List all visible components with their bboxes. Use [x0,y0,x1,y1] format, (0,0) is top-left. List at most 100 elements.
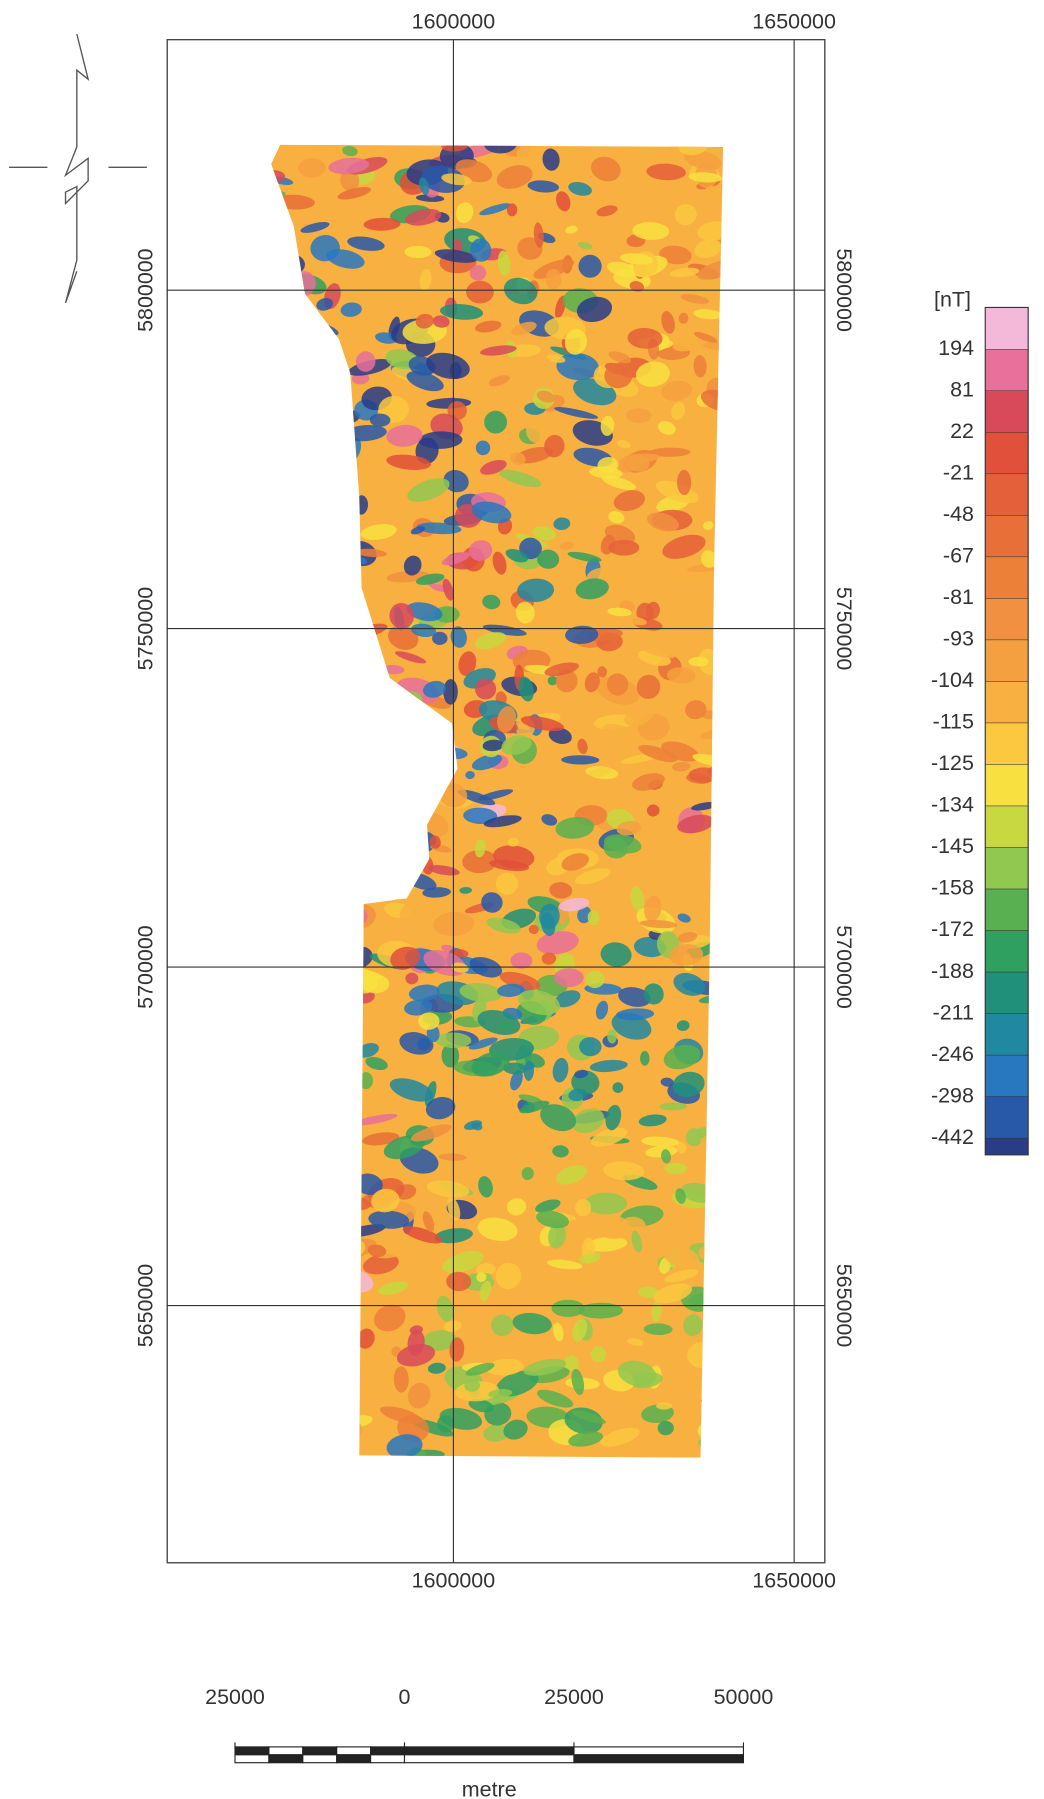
anomaly-blob [315,559,352,581]
legend-unit: [nT] [934,287,971,311]
anomaly-blob [389,701,412,726]
legend-swatch [985,1014,1028,1056]
scale-label: 50000 [714,1685,774,1709]
legend-swatch [985,474,1028,516]
anomaly-blob [303,449,349,478]
anomaly-blob [273,1241,294,1264]
anomaly-blob [327,1106,359,1130]
anomaly-blob [288,1157,315,1173]
anomaly-blob [295,641,336,673]
y-tick-label: 5650000 [134,1264,158,1348]
legend-label: -211 [933,1000,974,1024]
anomaly-blob [306,1049,350,1074]
anomaly-blob [264,923,306,937]
anomaly-blob [324,1357,360,1385]
y-tick-label: 5800000 [134,248,158,332]
anomaly-blob [286,900,331,926]
anomaly-blob [294,974,326,999]
anomaly-blob [315,793,344,809]
anomaly-blob [267,708,278,725]
scale-segment [371,1747,405,1755]
anomaly-blob [337,435,349,459]
anomaly-blob [276,979,318,1007]
anomaly-blob [288,646,306,663]
anomaly-blob [285,1273,319,1300]
anomaly-blob [328,797,338,813]
legend-swatch [985,806,1028,848]
anomaly-blob [291,872,339,905]
anomaly-blob [288,816,307,830]
anomaly-blob [284,1178,303,1207]
anomaly-blob [271,1064,312,1086]
x-tick-label: 1600000 [412,9,496,33]
anomaly-blob [261,1145,302,1174]
anomaly-blob [256,1254,303,1281]
anomaly-blob [284,1133,299,1146]
anomaly-blob [267,639,304,670]
anomaly-blob [315,765,346,784]
anomaly-blob [394,783,431,801]
anomaly-blob [329,847,354,871]
anomaly-blob [276,244,294,256]
legend-label: -125 [931,751,974,775]
anomaly-blob [265,404,284,416]
scale-segment [235,1755,269,1763]
anomaly-blob [259,1385,294,1417]
anomaly-blob [342,765,370,780]
legend-label: 194 [938,336,974,360]
anomaly-blob [324,590,334,614]
anomaly-blob [297,840,340,861]
anomaly-blob [308,1187,325,1206]
legend-label: -246 [931,1042,974,1066]
anomaly-blob [306,1144,325,1159]
anomaly-blob [258,661,291,689]
anomaly-blob [259,1442,295,1467]
anomaly-blob [329,1216,362,1240]
anomaly-blob [306,512,355,551]
legend-swatch [985,972,1028,1014]
anomaly-blob [709,906,725,926]
anomaly-blob [291,1141,308,1151]
anomaly-blob [311,952,328,966]
scale-segment [235,1747,269,1755]
anomaly-blob [352,816,382,832]
legend-swatch [985,432,1028,474]
anomaly-blob [262,1260,302,1280]
anomaly-blob [287,697,328,728]
anomaly-blob [274,715,304,745]
anomaly-blob [664,1163,687,1174]
anomaly-blob [291,835,335,849]
anomaly-blob [323,1231,358,1247]
legend-swatch [985,681,1028,723]
anomaly-blob [270,305,306,337]
anomaly-blob [300,576,325,603]
anomaly-blob [311,898,335,921]
anomaly-blob [264,1032,289,1053]
legend-swatch [985,1138,1028,1155]
anomaly-blob [353,649,364,668]
scale-label: 25000 [544,1685,604,1709]
legend-label: 22 [950,419,974,443]
anomaly-blob [263,308,281,323]
legend-label: -298 [931,1083,974,1107]
anomaly-blob [277,610,314,634]
anomaly-blob [396,720,440,743]
anomaly-blob [251,1111,296,1126]
y-tick-label: 5750000 [134,587,158,671]
anomaly-blob [387,710,408,725]
anomaly-blob [396,851,417,865]
anomaly-blob [290,896,319,925]
anomaly-blob [255,846,300,876]
anomaly-blob [261,1133,283,1158]
anomaly-blob [363,798,389,820]
legend-swatch [985,889,1028,931]
anomaly-blob [381,698,403,717]
anomaly-blob [281,1311,317,1345]
anomaly-blob [260,390,294,411]
anomaly-blob [284,1278,304,1286]
anomaly-blob [640,1051,650,1066]
anomaly-blob [387,715,429,746]
anomaly-blob [263,852,281,874]
anomaly-blob [327,828,346,852]
y-tick-label: 5800000 [832,248,856,332]
